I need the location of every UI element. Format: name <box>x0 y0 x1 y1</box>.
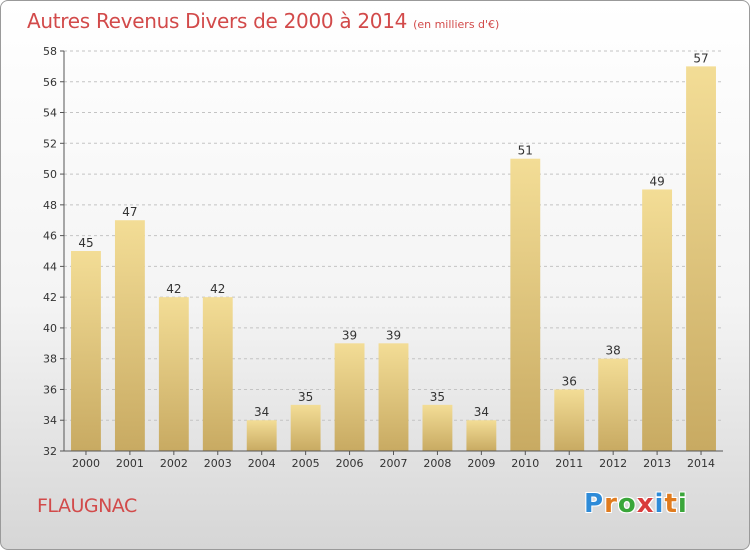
bar-value-label: 49 <box>649 174 664 188</box>
y-tick-label: 36 <box>43 383 57 396</box>
brand-logo: Proxiti <box>584 489 688 519</box>
bar <box>510 158 541 451</box>
chart-title-text: Autres Revenus Divers de 2000 à 2014 <box>27 9 408 33</box>
y-tick-label: 52 <box>43 137 57 150</box>
bar <box>246 420 277 451</box>
brand-logo-letter: P <box>584 489 605 519</box>
bar <box>422 404 453 451</box>
y-tick-label: 58 <box>43 45 57 58</box>
bar <box>598 358 629 451</box>
bar <box>290 404 321 451</box>
brand-logo-letter: x <box>636 489 655 519</box>
y-tick-label: 34 <box>43 414 57 427</box>
commune-name: FLAUGNAC <box>37 495 137 517</box>
x-tick-label: 2004 <box>248 457 276 470</box>
y-tick-label: 50 <box>43 168 57 181</box>
x-tick-label: 2012 <box>599 457 627 470</box>
y-tick-label: 46 <box>43 230 57 243</box>
x-tick-label: 2008 <box>423 457 451 470</box>
bar-value-label: 57 <box>693 51 708 65</box>
brand-logo-letter: r <box>604 489 618 519</box>
bar <box>642 189 673 451</box>
y-tick-label: 48 <box>43 199 57 212</box>
y-tick-label: 56 <box>43 76 57 89</box>
y-tick-label: 38 <box>43 353 57 366</box>
bar-value-label: 34 <box>474 405 489 419</box>
bar-value-label: 39 <box>342 328 357 342</box>
x-tick-label: 2003 <box>204 457 232 470</box>
bar-value-label: 35 <box>430 390 445 404</box>
bar <box>114 220 145 451</box>
bar-value-label: 36 <box>562 374 577 388</box>
bar-value-label: 45 <box>78 236 93 250</box>
x-tick-label: 2010 <box>511 457 539 470</box>
x-tick-label: 2001 <box>116 457 144 470</box>
x-tick-label: 2005 <box>292 457 320 470</box>
bar-value-label: 51 <box>518 144 533 158</box>
brand-logo-letter: i <box>677 489 688 519</box>
chart-subtitle: (en milliers d'€) <box>413 18 500 31</box>
bar-value-label: 34 <box>254 405 269 419</box>
bar-value-label: 38 <box>606 344 621 358</box>
y-tick-label: 44 <box>43 260 57 273</box>
bar-value-label: 42 <box>166 282 181 296</box>
bar <box>71 251 101 451</box>
brand-logo-letter: i <box>654 489 665 519</box>
x-tick-label: 2006 <box>336 457 364 470</box>
bar <box>378 343 409 451</box>
x-tick-label: 2011 <box>555 457 583 470</box>
x-tick-label: 2007 <box>380 457 408 470</box>
bar-value-label: 42 <box>210 282 225 296</box>
y-tick-label: 40 <box>43 322 57 335</box>
bar <box>686 66 716 451</box>
x-tick-label: 2009 <box>467 457 495 470</box>
bar-value-label: 47 <box>122 205 137 219</box>
axes: 32 34 36 38 40 42 44 46 48 50 52 54 56 58 2000 2001 2002… <box>43 45 723 470</box>
bar <box>554 389 585 451</box>
y-tick-label: 32 <box>43 445 57 458</box>
bar-value-label: 39 <box>386 328 401 342</box>
x-tick-label: 2013 <box>643 457 671 470</box>
bar <box>334 343 365 451</box>
x-tick-label: 2014 <box>687 457 715 470</box>
y-tick-label: 42 <box>43 291 57 304</box>
bar <box>202 297 233 451</box>
brand-logo-letter: t <box>664 489 678 519</box>
bars: 45 47 42 42 34 35 39 39 35 34 51 36 38 49 57 <box>71 51 716 451</box>
y-tick-label: 54 <box>43 107 57 120</box>
chart-title: Autres Revenus Divers de 2000 à 2014 (en … <box>27 9 499 33</box>
bar <box>158 297 189 451</box>
x-tick-label: 2000 <box>72 457 100 470</box>
x-tick-label: 2002 <box>160 457 188 470</box>
brand-logo-letter: o <box>617 489 637 519</box>
bar-value-label: 35 <box>298 390 313 404</box>
bar <box>466 420 497 451</box>
